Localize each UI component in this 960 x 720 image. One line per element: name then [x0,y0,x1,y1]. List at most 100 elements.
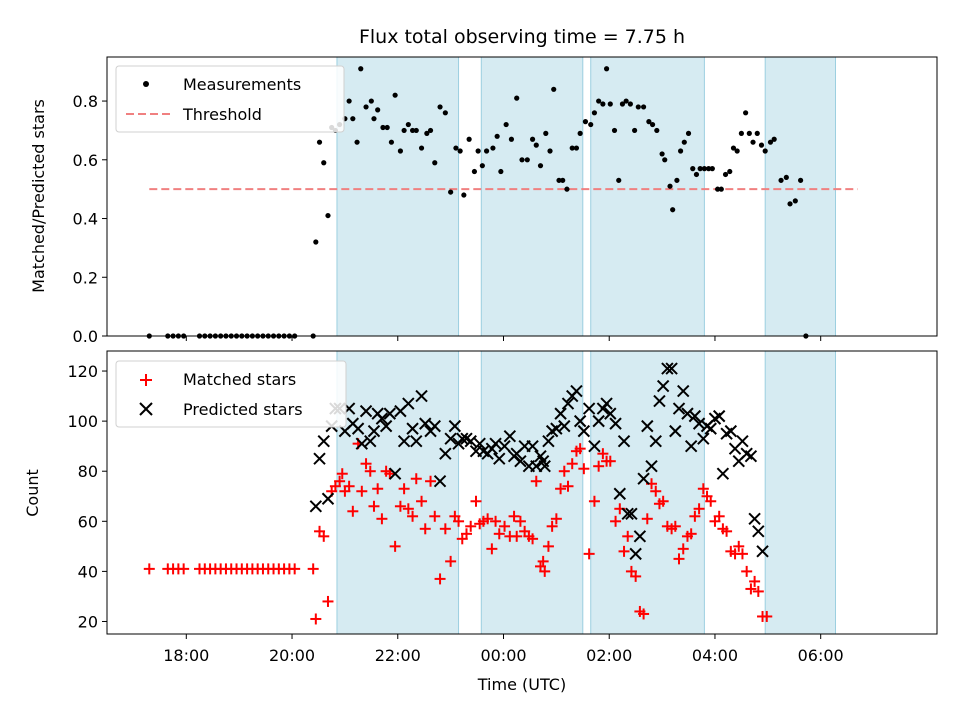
measurement-point [690,166,696,172]
x-tick-label: 20:00 [269,646,315,665]
measurement-point [453,145,459,151]
legend-matched-label: Matched stars [183,370,296,389]
matched-star-point [310,613,322,625]
matched-star-point [597,448,609,460]
measurement-point [619,101,626,107]
bottom-y-tick-label: 80 [78,462,98,481]
predicted-star-point [656,379,670,393]
measurement-point [413,127,419,134]
matched-star-point [546,520,558,532]
predicted-star-point [704,422,717,435]
predicted-star-point [375,412,389,425]
matched-star-point [470,495,482,507]
matched-star-point [733,540,745,552]
observing-window-band [590,56,705,337]
measurement-point [514,95,520,101]
predicted-star-point [617,434,631,448]
predicted-star-point [681,407,694,420]
matched-star-point [761,610,773,622]
matched-star-point [482,513,494,525]
predicted-star-point [653,394,666,408]
predicted-star-point [752,525,765,538]
predicted-star-point [317,434,330,448]
predicted-star-point [359,404,373,418]
measurement-point [483,148,490,154]
predicted-star-point [665,362,678,375]
matched-star-point [434,573,446,585]
measurement-point [588,121,594,128]
matched-star-point [398,483,410,495]
matched-star-point [562,480,574,492]
matched-star-point [542,540,554,552]
predicted-star-point [600,397,613,410]
predicted-star-point [641,419,654,433]
measurement-point [701,166,707,172]
predicted-star-point [661,362,674,375]
predicted-star-point [439,447,452,460]
measurement-point [743,110,749,116]
measurement-point [490,145,496,151]
bottom-y-tick-label: 100 [67,412,98,431]
measurement-point [401,127,407,134]
matched-star-point [527,533,539,545]
predicted-star-point [748,512,761,526]
predicted-star-point [736,434,749,448]
measurement-point [659,151,665,157]
matched-star-point [693,503,705,515]
matched-star-point [307,563,319,575]
predicted-star-point [561,397,575,410]
observing-window-band [480,350,584,635]
measurement-point [611,127,618,134]
legend-measurements-label: Measurements [183,75,301,94]
matched-star-point [610,515,622,527]
measurement-point [405,121,411,128]
matched-star-point [499,520,511,532]
predicted-star-point [351,422,365,435]
measurement-point [649,121,656,128]
matched-star-point [741,565,753,577]
matched-star-point [407,510,419,522]
top-legend: Measurements Threshold [115,65,345,133]
matched-star-point [486,543,498,555]
measurement-point [529,136,536,142]
bottom-observing-windows [336,350,836,635]
measurement-point [616,177,622,183]
predicted-star-point [313,452,326,465]
predicted-star-point [433,475,447,488]
measurement-point [503,121,509,128]
top-plot-frame [106,56,938,337]
bottom-y-tick-label: 120 [67,362,98,381]
bottom-axis-ticks: 20 40 60 80 100 120 18:00 20:00 22:00 00:00 02:00 0… [67,362,843,665]
matched-star-point [425,475,437,487]
measurement-point [632,127,638,134]
measurement-point [457,148,463,154]
observing-window-band [336,56,460,337]
measurement-point [693,171,700,178]
measurement-point [727,168,733,175]
measurement-point [670,207,676,213]
predicted-star-point [419,417,432,430]
measurement-point [573,145,580,151]
matched-star-point [439,523,451,535]
measurement-point [767,139,774,145]
top-y-tick-label: 0.4 [73,210,98,229]
measurement-point [432,160,438,166]
matched-star-point [555,483,567,495]
matched-star-point [178,563,190,575]
measurement-point [392,92,398,98]
measurement-point [551,86,557,92]
measurement-point [730,145,737,151]
predicted-star-point [677,384,690,398]
matched-star-point [583,548,595,560]
matched-star-point [376,513,388,525]
matched-star-point [356,485,368,497]
matched-star-point [650,485,662,497]
matched-star-point [736,548,748,560]
bottom-legend-box [115,360,347,428]
x-tick-label: 02:00 [586,646,632,665]
observing-window-band [480,56,584,337]
predicted-star-point [464,434,477,448]
measurement-point [363,104,369,110]
matched-star-point [445,555,457,567]
predicted-star-point [473,437,486,450]
